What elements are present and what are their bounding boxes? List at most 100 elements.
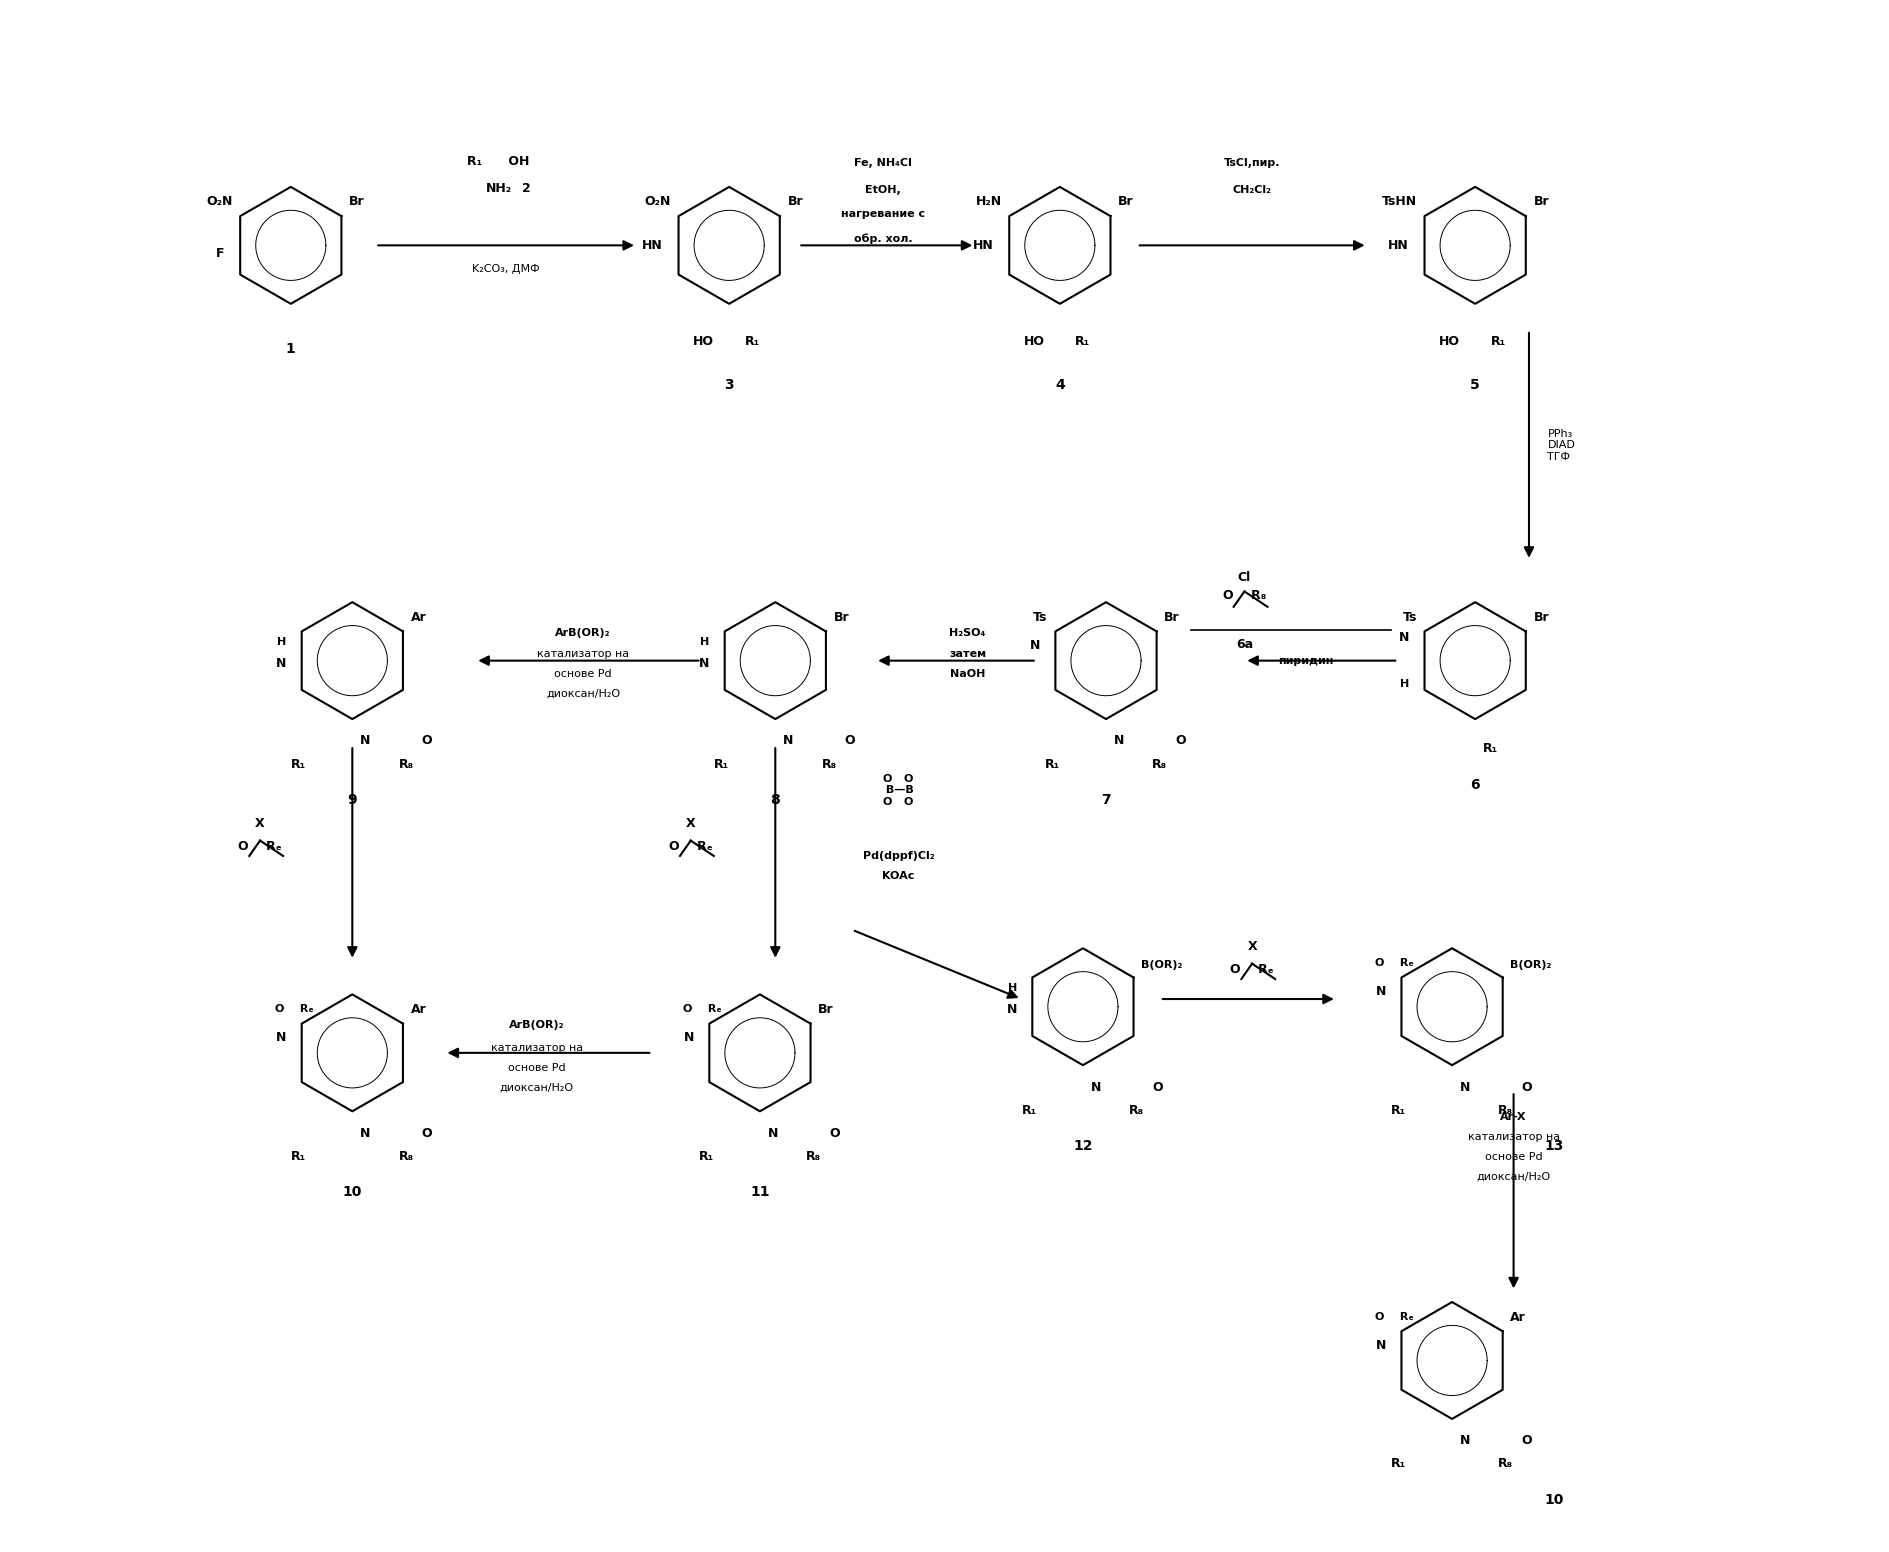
- Text: R₈: R₈: [399, 757, 414, 770]
- Text: O    Rₑ: O Rₑ: [684, 1004, 722, 1015]
- Text: N: N: [767, 1127, 778, 1139]
- Text: пиридин: пиридин: [1279, 655, 1334, 666]
- Text: диоксан/H₂O: диоксан/H₂O: [501, 1083, 574, 1093]
- Text: N: N: [699, 656, 708, 670]
- Text: катализатор на: катализатор на: [1468, 1131, 1560, 1142]
- Text: HN: HN: [642, 239, 663, 251]
- Text: N: N: [276, 1031, 287, 1044]
- Text: N: N: [1007, 1003, 1016, 1017]
- Text: N: N: [1030, 639, 1039, 652]
- Text: Ar: Ar: [1511, 1310, 1526, 1324]
- Text: H: H: [1007, 984, 1016, 993]
- Text: 4: 4: [1054, 377, 1065, 391]
- Text: O    Rₑ: O Rₑ: [1375, 958, 1415, 968]
- Text: ArB(OR)₂: ArB(OR)₂: [555, 627, 610, 638]
- Text: TsCl,пир.: TsCl,пир.: [1224, 158, 1281, 169]
- Text: N: N: [784, 734, 793, 748]
- Text: F: F: [215, 247, 225, 259]
- Text: 13: 13: [1545, 1139, 1564, 1153]
- Text: ArB(OR)₂: ArB(OR)₂: [510, 1020, 565, 1031]
- Text: R₁: R₁: [1390, 1457, 1405, 1470]
- Text: 8: 8: [771, 793, 780, 807]
- Text: N: N: [684, 1031, 693, 1044]
- Text: N: N: [276, 656, 287, 670]
- Text: R₈: R₈: [1498, 1103, 1513, 1116]
- Text: O    Rₑ: O Rₑ: [238, 840, 281, 854]
- Text: R₁: R₁: [699, 1150, 714, 1162]
- Text: 9: 9: [348, 793, 357, 807]
- Text: B(OR)₂: B(OR)₂: [1511, 959, 1551, 970]
- Text: 2: 2: [521, 182, 531, 194]
- Text: R₈: R₈: [1152, 757, 1167, 770]
- Text: K₂CO₃, ДМФ: K₂CO₃, ДМФ: [472, 264, 540, 273]
- Text: R₁: R₁: [1483, 742, 1498, 756]
- Text: Cl: Cl: [1237, 571, 1251, 584]
- Text: O    R₈: O R₈: [1222, 590, 1266, 602]
- Text: O: O: [1175, 734, 1186, 748]
- Text: KOAc: KOAc: [882, 871, 914, 880]
- Text: HO: HO: [693, 335, 714, 348]
- Text: основе Pd: основе Pd: [553, 669, 612, 680]
- Text: N: N: [1398, 632, 1409, 644]
- Text: R₈: R₈: [399, 1150, 414, 1162]
- Text: O    Rₑ: O Rₑ: [276, 1004, 314, 1015]
- Text: X: X: [255, 816, 264, 830]
- Text: основе Pd: основе Pd: [508, 1063, 565, 1072]
- Text: Br: Br: [788, 196, 803, 208]
- Text: катализатор на: катализатор на: [491, 1043, 584, 1052]
- Text: Br: Br: [1118, 196, 1133, 208]
- Text: TsHN: TsHN: [1381, 196, 1417, 208]
- Text: R₁: R₁: [714, 757, 729, 770]
- Text: R₈: R₈: [1498, 1457, 1513, 1470]
- Text: Br: Br: [349, 196, 365, 208]
- Text: Ts: Ts: [1402, 611, 1417, 624]
- Text: H: H: [1400, 678, 1409, 689]
- Text: 3: 3: [723, 377, 735, 391]
- Text: нагревание с: нагревание с: [841, 210, 926, 219]
- Text: O: O: [844, 734, 856, 748]
- Text: Fe, NH₄Cl: Fe, NH₄Cl: [854, 158, 912, 169]
- Text: O    Rₑ: O Rₑ: [669, 840, 712, 854]
- Text: основе Pd: основе Pd: [1485, 1152, 1543, 1162]
- Text: O    Rₑ: O Rₑ: [1230, 962, 1273, 976]
- Text: B(OR)₂: B(OR)₂: [1141, 959, 1183, 970]
- Text: Ts: Ts: [1033, 611, 1048, 624]
- Text: R₁: R₁: [1022, 1103, 1037, 1116]
- Text: R₁: R₁: [291, 757, 306, 770]
- Text: N: N: [1090, 1080, 1101, 1094]
- Text: PPh₃
DIAD
ТГФ: PPh₃ DIAD ТГФ: [1547, 428, 1575, 462]
- Text: 10: 10: [342, 1186, 363, 1200]
- Text: диоксан/H₂O: диоксан/H₂O: [546, 689, 620, 698]
- Text: NH₂: NH₂: [485, 182, 512, 194]
- Text: HO: HO: [1439, 335, 1460, 348]
- Text: R₈: R₈: [807, 1150, 822, 1162]
- Text: N: N: [1375, 1339, 1387, 1352]
- Text: R₁: R₁: [1045, 757, 1060, 770]
- Text: EtOH,: EtOH,: [865, 185, 901, 194]
- Text: H: H: [701, 638, 708, 647]
- Text: Br: Br: [818, 1003, 833, 1017]
- Text: N: N: [1460, 1434, 1470, 1448]
- Text: O    Rₑ: O Rₑ: [1375, 1311, 1415, 1322]
- Text: 6a: 6a: [1235, 638, 1252, 650]
- Text: H₂N: H₂N: [975, 196, 1001, 208]
- Text: катализатор на: катализатор на: [536, 649, 629, 660]
- Text: R₁: R₁: [1490, 335, 1506, 348]
- Text: N: N: [361, 734, 370, 748]
- Text: O: O: [1521, 1080, 1532, 1094]
- Text: 10: 10: [1545, 1493, 1564, 1507]
- Text: O   O
 B—B
O   O: O O B—B O O: [882, 773, 914, 807]
- Text: N: N: [1115, 734, 1124, 748]
- Text: затем: затем: [948, 649, 986, 660]
- Text: X: X: [1247, 941, 1256, 953]
- Text: O: O: [421, 734, 433, 748]
- Text: 11: 11: [750, 1186, 769, 1200]
- Text: O: O: [1152, 1080, 1164, 1094]
- Text: Ar: Ar: [410, 611, 427, 624]
- Text: X: X: [686, 816, 695, 830]
- Text: CH₂Cl₂: CH₂Cl₂: [1234, 185, 1271, 194]
- Text: R₁: R₁: [1075, 335, 1090, 348]
- Text: O: O: [1521, 1434, 1532, 1448]
- Text: HN: HN: [1388, 239, 1409, 251]
- Text: Ar-X: Ar-X: [1500, 1113, 1526, 1122]
